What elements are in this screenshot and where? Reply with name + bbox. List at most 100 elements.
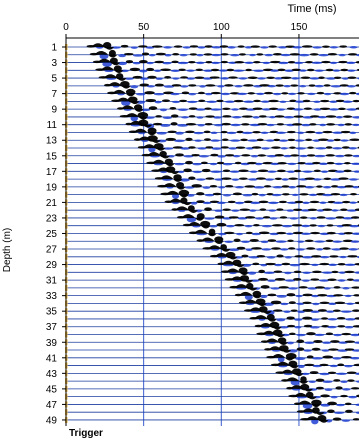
wavelet-positive-lobe (268, 294, 277, 297)
wavelet-positive-lobe (236, 146, 245, 148)
wavelet-positive-lobe (191, 154, 199, 156)
y-tick-label: 39 (46, 338, 58, 349)
wavelet-positive-lobe (307, 146, 313, 148)
wavelet-negative-lobe (315, 69, 324, 71)
wavelet-positive-lobe (328, 53, 337, 55)
wavelet-positive-lobe (338, 108, 346, 110)
wavelet-positive-lobe (294, 255, 303, 257)
wavelet-negative-lobe (311, 264, 318, 266)
wavelet-positive-lobe (210, 76, 220, 78)
wavelet-negative-lobe (336, 404, 344, 406)
wavelet-positive-lobe (326, 69, 334, 71)
y-tick-label: 17 (46, 167, 58, 178)
wavelet-negative-lobe (339, 54, 346, 56)
wavelet-negative-lobe (318, 116, 327, 118)
wavelet-negative-lobe (347, 108, 357, 110)
wavelet-negative-lobe (248, 139, 258, 141)
wavelet-negative-lobe (172, 101, 180, 103)
wavelet-negative-lobe (345, 264, 356, 266)
wavelet-negative-lobe (243, 194, 252, 196)
wavelet-positive-lobe (309, 84, 316, 86)
wavelet-positive-lobe (155, 84, 164, 87)
wavelet-negative-lobe (294, 318, 302, 320)
wavelet-negative-lobe (326, 217, 336, 219)
wavelet-negative-lobe (204, 217, 214, 219)
wavelet-positive-lobe (340, 209, 347, 211)
wavelet-positive-lobe (310, 232, 320, 234)
wavelet-negative-lobe (310, 77, 320, 79)
wavelet-negative-lobe (165, 54, 172, 56)
wavelet-negative-lobe (226, 225, 234, 227)
wavelet-positive-lobe (347, 379, 354, 381)
wavelet-positive-lobe (341, 333, 351, 335)
wavelet-negative-lobe (227, 132, 236, 134)
wavelet-negative-lobe (321, 171, 328, 173)
wavelet-positive-lobe (221, 53, 229, 55)
y-tick-label: 19 (46, 182, 58, 193)
wavelet-positive-lobe (280, 216, 287, 218)
wavelet-positive-lobe (338, 325, 346, 327)
wavelet-negative-lobe (310, 217, 317, 219)
wavelet-negative-lobe (335, 155, 344, 157)
wavelet-negative-lobe (217, 202, 226, 204)
y-tick-label: 3 (51, 58, 57, 69)
wavelet-negative-lobe (198, 147, 207, 149)
wavelet-positive-lobe (271, 301, 282, 305)
wavelet-positive-lobe (198, 92, 205, 94)
wavelet-positive-lobe (326, 146, 332, 148)
wavelet-positive-lobe (344, 162, 350, 164)
wavelet-negative-lobe (346, 62, 355, 64)
wavelet-positive-lobe (349, 92, 356, 94)
wavelet-negative-lobe (323, 381, 333, 383)
wavelet-negative-lobe (336, 116, 343, 118)
wavelet-positive-lobe (312, 271, 322, 273)
wavelet-negative-lobe (309, 194, 317, 196)
wavelet-negative-lobe (230, 170, 239, 172)
wavelet-negative-lobe (312, 357, 323, 359)
wavelet-positive-lobe (317, 294, 327, 296)
wavelet-negative-lobe (292, 194, 299, 196)
wavelet-positive-lobe (327, 409, 335, 412)
wavelet-negative-lobe (223, 163, 233, 165)
wavelet-negative-lobe (349, 248, 358, 250)
wavelet-positive-lobe (294, 170, 301, 172)
wavelet-positive-lobe (276, 84, 284, 86)
wavelet-positive-lobe (304, 107, 312, 109)
wavelet-positive-lobe (318, 309, 327, 312)
wavelet-positive-lobe (287, 325, 295, 327)
wavelet-positive-lobe (333, 418, 341, 421)
wavelet-negative-lobe (267, 124, 275, 126)
wavelet-positive-lobe (211, 69, 220, 71)
wavelet-positive-lobe (343, 115, 352, 117)
wavelet-negative-lobe (173, 77, 179, 79)
wavelet-positive-lobe (345, 340, 355, 342)
wavelet-positive-lobe (319, 263, 329, 265)
wavelet-negative-lobe (289, 186, 296, 188)
wavelet-positive-lobe (344, 271, 354, 273)
wavelet-negative-lobe (284, 311, 291, 313)
wavelet-positive-lobe (248, 77, 258, 79)
wavelet-positive-lobe (275, 178, 282, 180)
wavelet-positive-lobe (251, 45, 260, 47)
wavelet-positive-lobe (225, 154, 234, 156)
wavelet-negative-lobe (225, 241, 233, 243)
wavelet-negative-lobe (156, 78, 163, 80)
wavelet-negative-lobe (278, 62, 288, 64)
wavelet-negative-lobe (209, 225, 217, 227)
wavelet-positive-lobe (300, 216, 307, 218)
wavelet-negative-lobe (290, 217, 298, 219)
wavelet-negative-lobe (249, 209, 256, 211)
wavelet-positive-lobe (277, 123, 284, 125)
wavelet-positive-lobe (333, 309, 341, 311)
wavelet-positive-lobe (290, 84, 298, 86)
wavelet-negative-lobe (232, 178, 239, 180)
wavelet-positive-lobe (345, 403, 352, 405)
wavelet-negative-lobe (261, 241, 268, 243)
wavelet-positive-lobe (172, 53, 179, 55)
wavelet-negative-lobe (284, 116, 294, 118)
wavelet-negative-lobe (333, 147, 342, 149)
wavelet-positive-lobe (273, 309, 282, 311)
wavelet-positive-lobe (310, 371, 319, 374)
wavelet-positive-lobe (340, 69, 348, 71)
